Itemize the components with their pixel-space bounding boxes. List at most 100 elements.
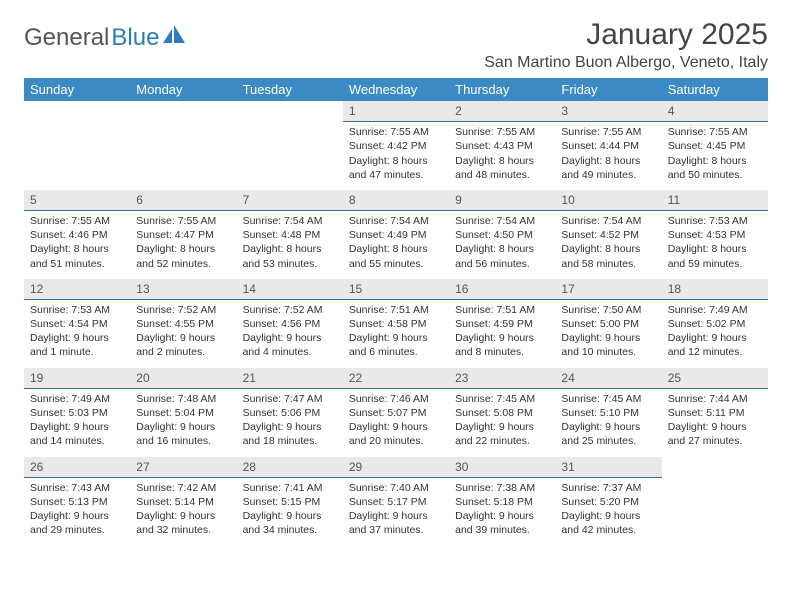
calendar-day-cell: 8Sunrise: 7:54 AMSunset: 4:49 PMDaylight… [343,190,449,279]
day-info-line: Daylight: 9 hours [668,331,762,345]
day-info-line: Sunrise: 7:45 AM [455,392,549,406]
day-info-line: and 14 minutes. [30,434,124,448]
day-info-line: and 29 minutes. [30,523,124,537]
day-info-line: and 1 minute. [30,345,124,359]
day-info-line: Sunset: 4:55 PM [136,317,230,331]
day-info-line: and 18 minutes. [243,434,337,448]
day-number: 15 [343,279,449,300]
calendar-week-row: 19Sunrise: 7:49 AMSunset: 5:03 PMDayligh… [24,368,768,457]
day-body: Sunrise: 7:55 AMSunset: 4:45 PMDaylight:… [662,122,768,190]
day-info-line: Sunrise: 7:55 AM [668,125,762,139]
logo-text-2: Blue [111,24,159,52]
day-body: Sunrise: 7:51 AMSunset: 4:58 PMDaylight:… [343,300,449,368]
day-header: Thursday [449,78,555,101]
day-info-line: Daylight: 9 hours [561,331,655,345]
day-info-line: Sunrise: 7:37 AM [561,481,655,495]
day-number: 12 [24,279,130,300]
day-info-line: Daylight: 9 hours [668,420,762,434]
day-body: Sunrise: 7:41 AMSunset: 5:15 PMDaylight:… [237,478,343,546]
day-info-line: Sunrise: 7:42 AM [136,481,230,495]
day-number: 17 [555,279,661,300]
calendar-week-row: 1Sunrise: 7:55 AMSunset: 4:42 PMDaylight… [24,101,768,190]
day-number: 14 [237,279,343,300]
day-body: Sunrise: 7:46 AMSunset: 5:07 PMDaylight:… [343,389,449,457]
day-info-line: Sunset: 5:02 PM [668,317,762,331]
day-body: Sunrise: 7:47 AMSunset: 5:06 PMDaylight:… [237,389,343,457]
day-info-line: Daylight: 8 hours [30,242,124,256]
day-info-line: and 55 minutes. [349,257,443,271]
day-info-line: Daylight: 8 hours [668,154,762,168]
day-number: 29 [343,457,449,478]
day-header: Monday [130,78,236,101]
day-info-line: Sunset: 4:50 PM [455,228,549,242]
logo: GeneralBlue [24,18,189,52]
day-number: 11 [662,190,768,211]
day-info-line: and 48 minutes. [455,168,549,182]
day-info-line: and 59 minutes. [668,257,762,271]
calendar-day-cell: 23Sunrise: 7:45 AMSunset: 5:08 PMDayligh… [449,368,555,457]
day-info-line: Daylight: 8 hours [455,154,549,168]
day-info-line: Sunset: 5:10 PM [561,406,655,420]
day-body: Sunrise: 7:38 AMSunset: 5:18 PMDaylight:… [449,478,555,546]
day-info-line: Sunrise: 7:52 AM [243,303,337,317]
calendar-day-cell: 20Sunrise: 7:48 AMSunset: 5:04 PMDayligh… [130,368,236,457]
day-info-line: Sunrise: 7:54 AM [455,214,549,228]
day-info-line: and 22 minutes. [455,434,549,448]
day-info-line: Sunrise: 7:55 AM [561,125,655,139]
day-info-line: Sunset: 4:43 PM [455,139,549,153]
day-header: Tuesday [237,78,343,101]
day-info-line: and 2 minutes. [136,345,230,359]
day-number: 31 [555,457,661,478]
day-info-line: Sunset: 4:56 PM [243,317,337,331]
day-info-line: Sunrise: 7:38 AM [455,481,549,495]
day-info-line: Daylight: 9 hours [349,420,443,434]
day-info-line: and 42 minutes. [561,523,655,537]
day-body: Sunrise: 7:45 AMSunset: 5:10 PMDaylight:… [555,389,661,457]
day-info-line: Sunset: 4:54 PM [30,317,124,331]
day-body: Sunrise: 7:51 AMSunset: 4:59 PMDaylight:… [449,300,555,368]
day-body: Sunrise: 7:55 AMSunset: 4:44 PMDaylight:… [555,122,661,190]
day-body: Sunrise: 7:49 AMSunset: 5:02 PMDaylight:… [662,300,768,368]
day-number [130,101,236,121]
day-info-line: Sunset: 4:53 PM [668,228,762,242]
day-info-line: Sunset: 4:52 PM [561,228,655,242]
day-info-line: Sunrise: 7:45 AM [561,392,655,406]
day-info-line: and 4 minutes. [243,345,337,359]
day-info-line: Sunrise: 7:41 AM [243,481,337,495]
day-body: Sunrise: 7:55 AMSunset: 4:43 PMDaylight:… [449,122,555,190]
day-info-line: Sunrise: 7:55 AM [30,214,124,228]
day-info-line: Daylight: 8 hours [455,242,549,256]
day-body: Sunrise: 7:52 AMSunset: 4:56 PMDaylight:… [237,300,343,368]
day-info-line: Daylight: 9 hours [30,331,124,345]
calendar-day-cell: 15Sunrise: 7:51 AMSunset: 4:58 PMDayligh… [343,279,449,368]
day-info-line: Daylight: 8 hours [561,154,655,168]
calendar-day-cell: 17Sunrise: 7:50 AMSunset: 5:00 PMDayligh… [555,279,661,368]
title-block: January 2025 San Martino Buon Albergo, V… [484,18,768,72]
day-number: 4 [662,101,768,122]
calendar-week-row: 26Sunrise: 7:43 AMSunset: 5:13 PMDayligh… [24,457,768,546]
day-info-line: Daylight: 9 hours [561,509,655,523]
day-info-line: Sunrise: 7:51 AM [455,303,549,317]
calendar-day-cell: 24Sunrise: 7:45 AMSunset: 5:10 PMDayligh… [555,368,661,457]
day-number: 24 [555,368,661,389]
day-info-line: Daylight: 9 hours [455,420,549,434]
day-number: 5 [24,190,130,211]
day-info-line: Daylight: 9 hours [349,509,443,523]
day-info-line: Daylight: 9 hours [561,420,655,434]
header: GeneralBlue January 2025 San Martino Buo… [24,18,768,72]
day-number: 2 [449,101,555,122]
calendar-day-cell: 5Sunrise: 7:55 AMSunset: 4:46 PMDaylight… [24,190,130,279]
day-info-line: and 12 minutes. [668,345,762,359]
day-number [237,101,343,121]
day-info-line: Sunset: 5:00 PM [561,317,655,331]
calendar-day-cell: 26Sunrise: 7:43 AMSunset: 5:13 PMDayligh… [24,457,130,546]
calendar-day-cell: 27Sunrise: 7:42 AMSunset: 5:14 PMDayligh… [130,457,236,546]
day-info-line: Daylight: 8 hours [668,242,762,256]
day-number: 7 [237,190,343,211]
calendar-day-cell [237,101,343,190]
day-info-line: and 25 minutes. [561,434,655,448]
calendar-day-cell: 28Sunrise: 7:41 AMSunset: 5:15 PMDayligh… [237,457,343,546]
calendar-day-cell [24,101,130,190]
day-number: 22 [343,368,449,389]
day-info-line: Sunrise: 7:47 AM [243,392,337,406]
